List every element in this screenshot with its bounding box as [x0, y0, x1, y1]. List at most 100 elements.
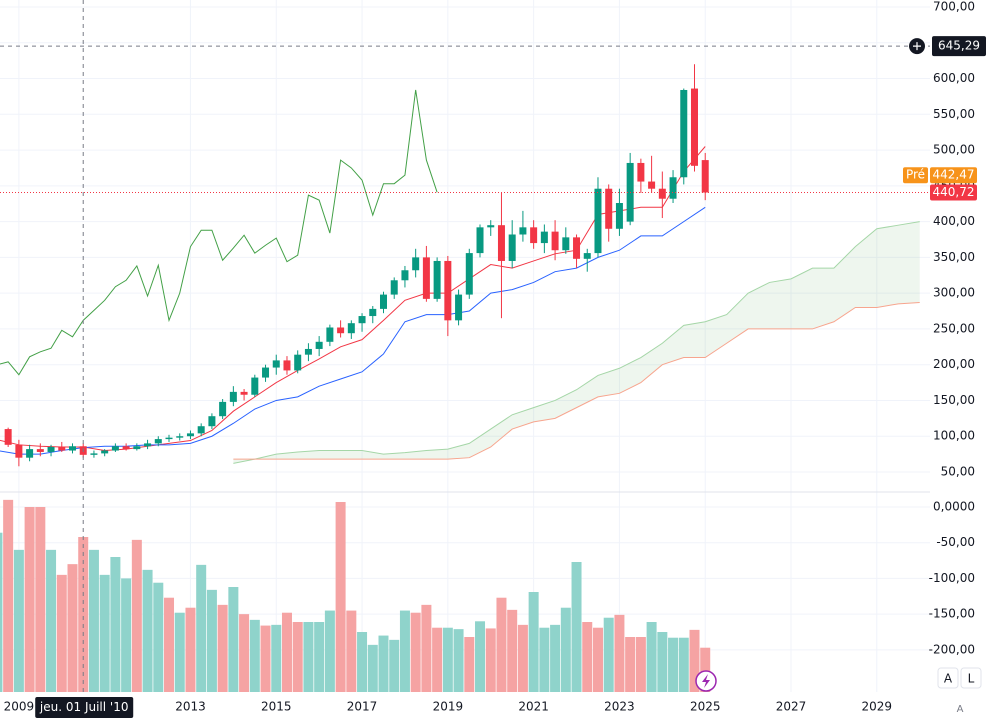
candle-body: [208, 416, 216, 427]
bar: [485, 628, 496, 692]
crosshair-x-label: jeu. 01 Juill '10: [39, 700, 129, 714]
y-tick-label: 500,00: [933, 143, 975, 157]
candle-body: [165, 437, 173, 440]
candle-body: [615, 203, 623, 229]
candle-body: [251, 377, 259, 395]
bar: [646, 622, 657, 692]
bar: [550, 624, 561, 692]
y-tick-label: 200,00: [933, 357, 975, 371]
candle-body: [26, 449, 34, 458]
candle-body: [401, 270, 409, 281]
indicator-line: [0, 89, 438, 376]
x-tick-label: 2017: [347, 700, 378, 714]
bar: [582, 622, 593, 692]
bar: [0, 532, 3, 692]
last-price-box: [930, 184, 977, 201]
cloud-line: [233, 301, 920, 460]
plot-layer: [0, 0, 930, 692]
candle-body: [58, 446, 66, 451]
bar: [281, 612, 292, 692]
pre-market-label: 442,47: [933, 168, 975, 182]
candle-body: [669, 177, 677, 199]
candle-body: [690, 88, 698, 166]
bar: [67, 564, 78, 692]
y-tick-label: 700,00: [933, 0, 975, 14]
bar: [453, 629, 464, 692]
pre-market-tag-box: [903, 167, 928, 184]
bar: [110, 557, 121, 692]
x-tick-label: 2029: [862, 700, 893, 714]
candle-body: [540, 231, 548, 244]
bar: [539, 627, 550, 692]
auto-button-label[interactable]: A: [944, 672, 953, 686]
bar: [217, 604, 228, 692]
candle-body: [176, 436, 184, 438]
log-button-label[interactable]: L: [968, 672, 975, 686]
candle-body: [154, 439, 162, 444]
bar: [131, 539, 142, 692]
candle-body: [186, 433, 194, 437]
candle-body: [680, 89, 688, 178]
scale-mode[interactable]: A: [957, 704, 964, 715]
bar: [335, 502, 346, 692]
candle-body: [369, 308, 377, 317]
candle-body: [15, 444, 23, 458]
y-tick-label: 50,00: [941, 465, 975, 479]
candle-body: [433, 260, 441, 299]
bar: [410, 612, 421, 692]
candle-body: [390, 280, 398, 295]
candle-body: [197, 426, 205, 434]
y-tick-label: 150,00: [933, 393, 975, 407]
x-tick-label: 2023: [604, 700, 635, 714]
bar: [592, 627, 603, 692]
candle-body: [551, 231, 559, 251]
candle-body: [379, 294, 387, 309]
y-tick-label: -200,00: [929, 642, 975, 656]
bar: [625, 637, 636, 692]
bar: [464, 637, 475, 692]
pre-market-box: [930, 167, 977, 184]
bar: [153, 582, 164, 692]
candle-body: [358, 316, 366, 324]
bar: [303, 622, 314, 692]
bar: [185, 607, 196, 692]
candle-body: [240, 391, 248, 395]
x-tick-label: 2019: [433, 700, 464, 714]
bar: [668, 637, 679, 692]
crosshair-y-label: 645,29: [938, 39, 980, 53]
auto-button[interactable]: [937, 667, 959, 689]
candle-body: [573, 237, 581, 259]
bar: [700, 647, 711, 692]
candle-body: [101, 450, 109, 454]
y-tick-label: 600,00: [933, 71, 975, 85]
bar: [496, 597, 507, 692]
candle-body: [111, 446, 119, 451]
bar: [635, 637, 646, 692]
y-tick-label: 350,00: [933, 250, 975, 264]
candle-body: [412, 257, 420, 271]
log-button[interactable]: [960, 667, 982, 689]
candle-body: [315, 341, 323, 349]
candle-body: [122, 446, 130, 450]
bar: [571, 562, 582, 692]
bar: [389, 639, 400, 692]
bar: [78, 537, 89, 692]
bar: [346, 610, 357, 692]
candle-body: [144, 443, 152, 447]
bar: [432, 627, 443, 692]
candle-body: [583, 253, 591, 259]
bar: [142, 569, 153, 692]
y-tick-label: -100,00: [929, 571, 975, 585]
y-tick-label: -150,00: [929, 607, 975, 621]
bar: [560, 607, 571, 692]
bar: [228, 587, 239, 692]
y-tick-label: 0,0000: [933, 500, 975, 514]
candle-body: [337, 327, 345, 334]
candle-body: [444, 260, 452, 321]
bar: [239, 614, 250, 692]
bar: [174, 612, 185, 692]
candle-body: [519, 227, 527, 235]
candle-body: [219, 401, 227, 417]
bar: [249, 619, 260, 692]
